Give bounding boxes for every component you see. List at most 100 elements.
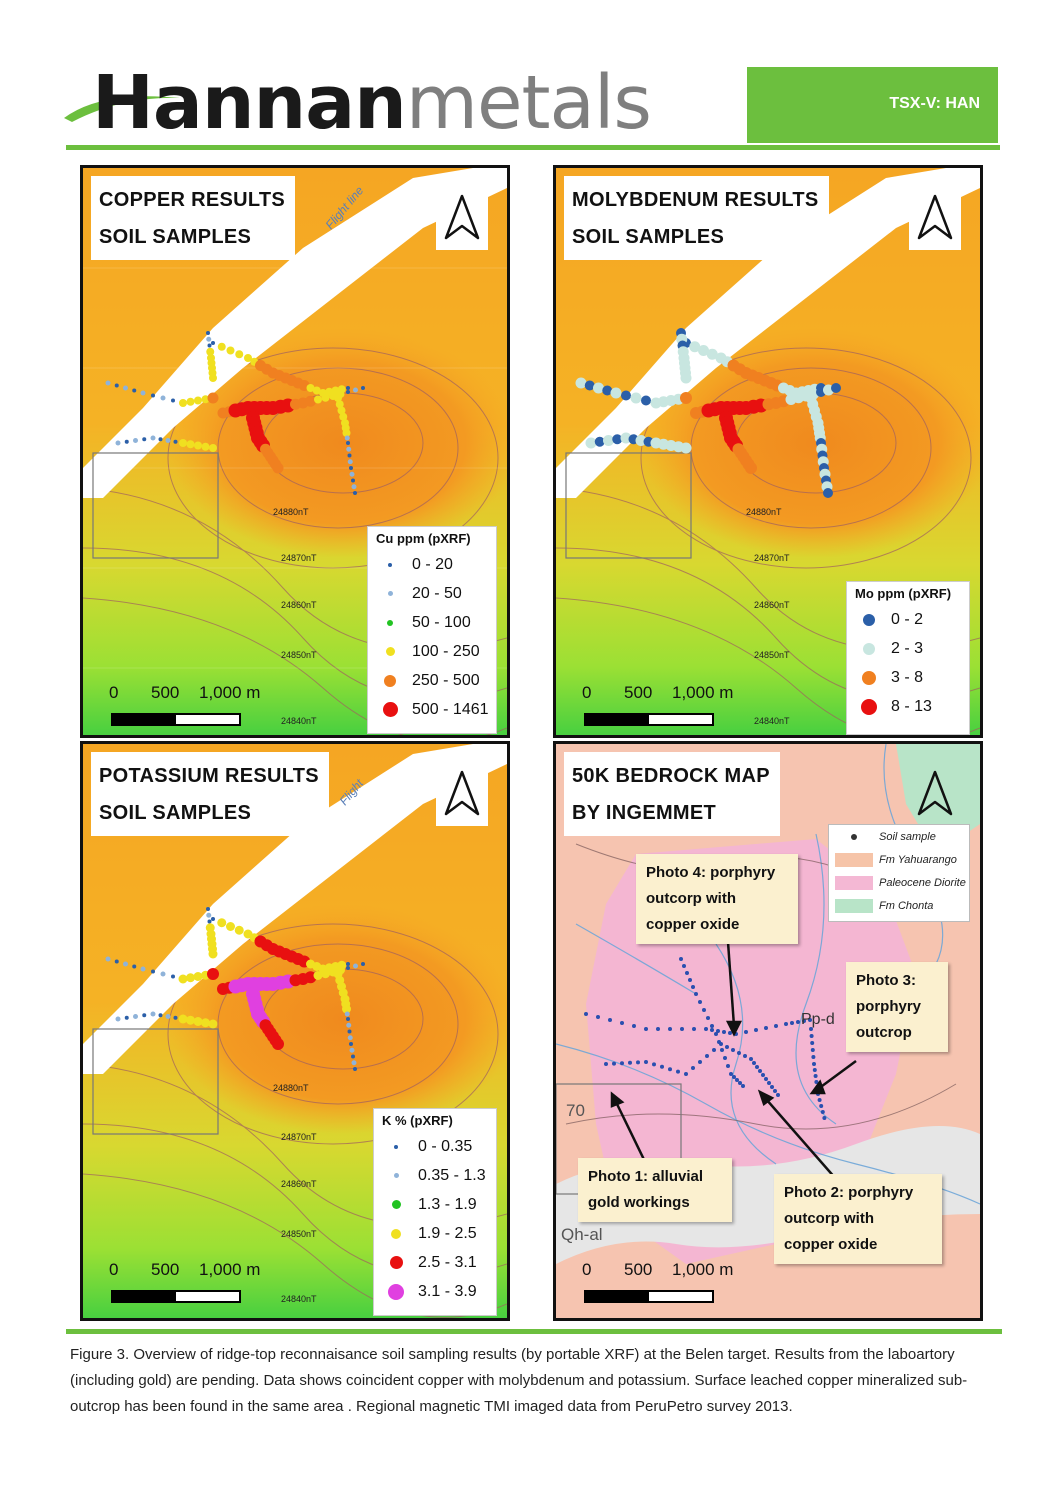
sample-point bbox=[207, 343, 212, 348]
sample-point bbox=[819, 1104, 824, 1108]
legend-swatch-icon bbox=[393, 1173, 399, 1178]
sample-point bbox=[620, 1061, 624, 1066]
map-unit-label: 70 bbox=[566, 1101, 585, 1120]
sample-point bbox=[575, 377, 587, 389]
sample-point bbox=[346, 1022, 352, 1028]
sample-point bbox=[349, 471, 355, 477]
sample-point bbox=[346, 962, 350, 966]
sample-point bbox=[351, 484, 357, 490]
sample-point bbox=[244, 354, 252, 362]
sample-point bbox=[689, 341, 701, 353]
scale-zero: 0 bbox=[582, 1260, 592, 1279]
sample-point bbox=[115, 440, 121, 446]
sample-point bbox=[207, 392, 219, 404]
company-logo: Hannanmetals bbox=[62, 58, 702, 148]
legend-label: 20 - 50 bbox=[412, 584, 462, 602]
sample-point bbox=[201, 442, 210, 451]
sample-point bbox=[603, 435, 614, 446]
copper-map-panel: Flight line 24880nT 24870nT 24860nT 2485… bbox=[80, 165, 510, 738]
sample-point bbox=[208, 1019, 218, 1029]
sample-point bbox=[817, 1098, 822, 1102]
scale-end: 1,000 m bbox=[672, 683, 734, 702]
sample-point bbox=[217, 918, 227, 928]
sample-point bbox=[612, 434, 623, 445]
panel-title: MOLYBDENUM RESULTS SOIL SAMPLES bbox=[564, 176, 829, 260]
sample-point bbox=[105, 380, 111, 386]
title-line-1: MOLYBDENUM RESULTS bbox=[572, 189, 819, 211]
arrow-head-icon bbox=[725, 1020, 743, 1037]
sample-point bbox=[150, 1011, 156, 1017]
sample-point bbox=[346, 1017, 350, 1021]
contour-label: 24880nT bbox=[746, 507, 782, 517]
sample-point bbox=[194, 396, 202, 405]
sample-point bbox=[235, 350, 244, 359]
legend-label: 1.9 - 2.5 bbox=[418, 1224, 477, 1242]
scale-end: 1,000 m bbox=[199, 1260, 261, 1279]
sample-point bbox=[698, 1000, 702, 1004]
sample-point bbox=[685, 971, 689, 975]
arrow-head-icon bbox=[757, 1089, 775, 1107]
legend-swatch-icon bbox=[385, 647, 395, 656]
sample-point bbox=[351, 1060, 357, 1066]
sample-point bbox=[171, 398, 175, 403]
sample-point bbox=[314, 395, 322, 404]
contour-label: 24840nT bbox=[281, 1294, 317, 1304]
legend-item: 3 - 8 bbox=[847, 663, 969, 692]
sample-point bbox=[194, 441, 202, 450]
contour-label: 24860nT bbox=[281, 600, 317, 610]
callout-text: Photo 2: porphyry bbox=[784, 1184, 914, 1201]
arrow-head-icon bbox=[610, 1091, 625, 1108]
legend-item: Fm Yahuarango bbox=[829, 848, 969, 871]
copper-sample-points bbox=[105, 331, 365, 495]
legend-label: 250 - 500 bbox=[412, 671, 480, 689]
sample-point bbox=[344, 435, 350, 441]
sample-point bbox=[312, 386, 321, 395]
sample-point bbox=[641, 395, 651, 406]
arrow-head-icon bbox=[809, 1079, 826, 1095]
scale-bar bbox=[584, 713, 714, 726]
sample-point bbox=[342, 1004, 351, 1014]
legend-label: 0 - 0.35 bbox=[418, 1137, 473, 1155]
legend-swatch-icon bbox=[382, 702, 398, 717]
sample-point bbox=[347, 459, 353, 465]
sample-point bbox=[346, 446, 352, 452]
sample-point bbox=[723, 1056, 727, 1060]
legend-label: 3.1 - 3.9 bbox=[418, 1282, 477, 1300]
logo-bold-text: Hannan bbox=[92, 60, 407, 146]
sample-point bbox=[201, 1018, 210, 1028]
scale-labels: 0 500 1,000 m bbox=[105, 683, 305, 707]
bedrock-map-panel: Pp-d 70 Qh-al 50K BEDROCK MAP BY INGEMME… bbox=[553, 741, 983, 1321]
sample-point bbox=[206, 347, 215, 356]
callout-photo2: Photo 2: porphyry outcorp with copper ox… bbox=[774, 1174, 942, 1264]
sample-point bbox=[346, 390, 350, 394]
sample-point bbox=[158, 437, 163, 442]
sample-point bbox=[732, 1075, 736, 1079]
sample-point bbox=[728, 1031, 732, 1035]
legend-item: 20 - 50 bbox=[368, 579, 496, 608]
sample-point bbox=[680, 392, 692, 404]
sample-point bbox=[604, 1062, 608, 1066]
sample-point bbox=[105, 956, 111, 962]
sample-point bbox=[722, 1030, 726, 1034]
sample-point bbox=[710, 1024, 714, 1028]
legend-label: 500 - 1461 bbox=[412, 700, 489, 718]
title-line-2: SOIL SAMPLES bbox=[99, 802, 252, 824]
sample-point bbox=[691, 985, 695, 989]
sample-point bbox=[361, 962, 365, 966]
legend-label: 0 - 2 bbox=[891, 610, 924, 628]
callout-text: copper oxide bbox=[646, 916, 740, 933]
sample-point bbox=[206, 331, 210, 335]
north-arrow bbox=[436, 766, 488, 826]
sample-point bbox=[610, 387, 622, 399]
sample-point bbox=[272, 462, 284, 474]
callout-text: gold workings bbox=[588, 1194, 690, 1211]
sample-point bbox=[114, 959, 119, 964]
title-line-2: BY INGEMMET bbox=[572, 802, 717, 824]
sample-point bbox=[729, 1072, 733, 1076]
legend-swatch-icon bbox=[394, 1144, 398, 1149]
sample-point bbox=[346, 441, 350, 445]
callout-text: porphyry bbox=[856, 998, 922, 1015]
sample-point bbox=[337, 406, 346, 415]
sample-point bbox=[115, 1016, 121, 1022]
contour-label: 24840nT bbox=[754, 716, 790, 726]
